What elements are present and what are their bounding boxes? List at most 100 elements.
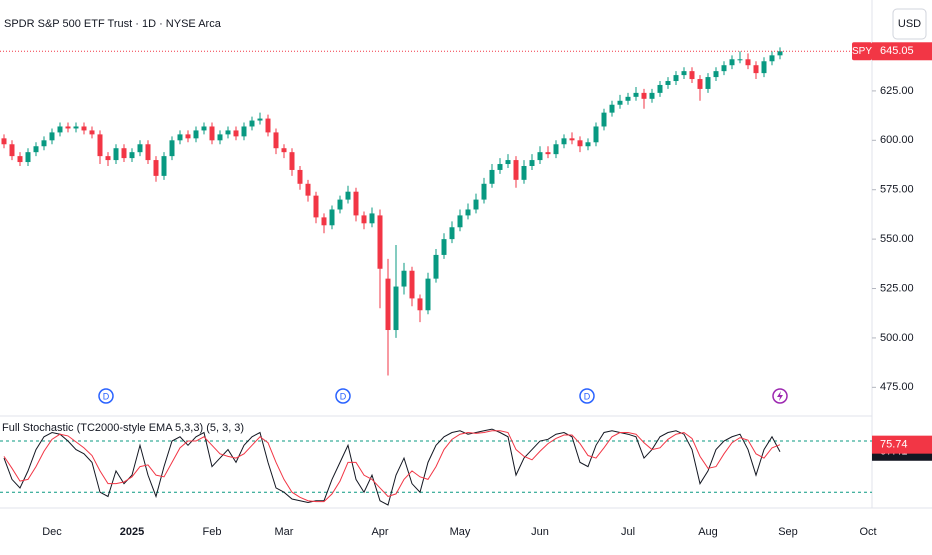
candle-body bbox=[641, 92, 647, 99]
candle-body bbox=[209, 126, 215, 141]
candle-body bbox=[537, 152, 543, 161]
dividend-marker[interactable] bbox=[98, 388, 114, 404]
candle-body bbox=[593, 126, 599, 143]
dividend-marker[interactable] bbox=[579, 388, 595, 404]
indicator-title: Full Stochastic (TC2000-style EMA 5,3,3)… bbox=[2, 422, 244, 434]
candle-body bbox=[665, 81, 671, 85]
candle-body bbox=[489, 169, 495, 184]
indicator-line bbox=[3, 430, 781, 503]
candle-body bbox=[25, 152, 31, 163]
candle-body bbox=[393, 286, 399, 331]
y-tick-label: 600.00 bbox=[880, 134, 914, 146]
y-tick-label: 475.00 bbox=[880, 381, 914, 393]
candle-body bbox=[401, 270, 407, 287]
candle-body bbox=[193, 130, 199, 139]
candle-body bbox=[409, 270, 415, 299]
candle-body bbox=[449, 227, 455, 240]
candle-body bbox=[649, 92, 655, 99]
candle-body bbox=[89, 130, 95, 135]
candle-body bbox=[153, 160, 159, 176]
indicator-value-label: 75.74 bbox=[880, 439, 908, 451]
y-tick-label: 525.00 bbox=[880, 282, 914, 294]
candle-body bbox=[385, 278, 391, 331]
candle-body bbox=[553, 144, 559, 155]
candle-body bbox=[577, 140, 583, 147]
candle-body bbox=[529, 160, 535, 166]
candle-body bbox=[737, 59, 743, 61]
candle-body bbox=[137, 144, 143, 153]
x-tick-label: Sep bbox=[778, 526, 798, 538]
candle-body bbox=[561, 138, 567, 145]
candle-body bbox=[329, 209, 335, 226]
y-tick-label: 625.00 bbox=[880, 85, 914, 97]
candle-body bbox=[417, 298, 423, 311]
candle-body bbox=[73, 126, 79, 129]
x-tick-label: Aug bbox=[698, 526, 718, 538]
y-tick-label: 500.00 bbox=[880, 332, 914, 344]
candle-body bbox=[97, 134, 103, 157]
candle-body bbox=[697, 79, 703, 89]
candle-body bbox=[305, 183, 311, 196]
indicator-value-tag bbox=[872, 435, 932, 454]
candle-body bbox=[625, 96, 631, 101]
dividend-marker[interactable] bbox=[335, 388, 351, 404]
currency-label[interactable]: USD bbox=[898, 18, 921, 30]
x-tick-label: Apr bbox=[371, 526, 388, 538]
candle-body bbox=[57, 126, 63, 133]
symbol-label: SPY bbox=[852, 46, 872, 57]
candle-body bbox=[169, 140, 175, 157]
x-tick-label: 2025 bbox=[120, 526, 144, 538]
candle-body bbox=[441, 239, 447, 255]
candle-body bbox=[281, 148, 287, 153]
last-price-tag bbox=[872, 42, 932, 61]
candle-body bbox=[337, 199, 343, 210]
candle-body bbox=[585, 142, 591, 147]
dividend-markers: D D D bbox=[98, 388, 788, 404]
candle-body bbox=[105, 156, 111, 161]
candle-body bbox=[713, 71, 719, 78]
candle-body bbox=[129, 152, 135, 159]
candle-body bbox=[9, 144, 15, 157]
candle-body bbox=[513, 160, 519, 180]
candle-body bbox=[241, 126, 247, 137]
candle-body bbox=[145, 144, 151, 161]
candle-body bbox=[745, 59, 751, 66]
symbol-tag bbox=[852, 42, 872, 61]
candle-body bbox=[345, 191, 351, 200]
candle-body bbox=[601, 112, 607, 127]
candle-body bbox=[185, 134, 191, 139]
candle-body bbox=[201, 126, 207, 131]
candle-body bbox=[41, 140, 47, 147]
candle-body bbox=[521, 166, 527, 180]
x-tick-label: Oct bbox=[859, 526, 876, 538]
chart-title: SPDR S&P 500 ETF Trust · 1D · NYSE Arca bbox=[4, 18, 222, 30]
candle-body bbox=[545, 152, 551, 155]
candle-body bbox=[225, 130, 231, 135]
candle-body bbox=[273, 132, 279, 149]
x-tick-label: Jun bbox=[531, 526, 549, 538]
y-tick-label: 550.00 bbox=[880, 233, 914, 245]
candle-body bbox=[729, 59, 735, 66]
candle-body bbox=[505, 160, 511, 165]
candle-body bbox=[33, 146, 39, 153]
candle-body bbox=[233, 130, 239, 137]
last-price-label: 645.05 bbox=[880, 45, 914, 57]
candle-body bbox=[465, 209, 471, 216]
currency-button[interactable] bbox=[892, 8, 927, 40]
indicator-line bbox=[3, 428, 781, 506]
candle-body bbox=[81, 126, 87, 131]
candle-body bbox=[289, 152, 295, 170]
candle-body bbox=[257, 118, 263, 121]
candle-body bbox=[673, 75, 679, 82]
candle-body bbox=[721, 65, 727, 72]
x-tick-label: May bbox=[450, 526, 471, 538]
x-tick-label: Mar bbox=[275, 526, 294, 538]
candle-body bbox=[113, 148, 119, 161]
dividend-label: D bbox=[103, 391, 110, 401]
candle-body bbox=[217, 134, 223, 141]
candle-body bbox=[313, 195, 319, 218]
candle-body bbox=[497, 164, 503, 170]
candle-body bbox=[49, 132, 55, 141]
